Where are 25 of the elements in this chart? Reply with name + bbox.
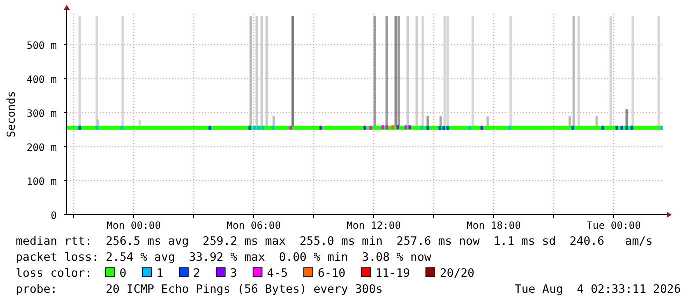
- y-tick-label: 300 m: [26, 108, 57, 120]
- legend-label: 0: [120, 266, 127, 280]
- x-tick-label: Mon 00:00: [106, 221, 162, 232]
- legend-title: loss color:: [16, 266, 92, 280]
- legend-label: 2: [194, 266, 200, 280]
- text: median rtt: 256.5 ms avg 259.2 ms max 255.0 ms min 257.6 ms now 1.1 ms sd 240.6 am/s: [16, 234, 653, 248]
- legend-label: 4-5: [267, 266, 288, 280]
- y-tick-label: 200 m: [26, 142, 57, 154]
- y-tick-label: 400 m: [26, 74, 57, 86]
- x-tick-label: Mon 12:00: [346, 221, 402, 232]
- text: packet loss: 2.54 % avg 33.92 % max 0.00 % min 3.08 % now: [16, 250, 432, 264]
- text: probe: 20 ICMP Echo Pings (56 Bytes) every 300s: [16, 282, 383, 296]
- y-axis-title: Seconds: [5, 91, 18, 138]
- x-tick-label: Tue 00:00: [586, 221, 642, 232]
- legend-label: 11-19: [376, 266, 410, 280]
- y-tick-label: 500 m: [26, 40, 57, 52]
- x-tick-label: Mon 06:00: [226, 221, 282, 232]
- text: Tue Aug 4 02:33:11 2026: [514, 282, 682, 296]
- y-tick-label: 0: [50, 211, 57, 222]
- legend-label: 3: [230, 266, 238, 280]
- legend-label: 6-10: [318, 266, 346, 280]
- legend-label: 20/20: [440, 266, 475, 280]
- x-tick-label: Mon 18:00: [466, 221, 522, 232]
- legend-label: 1: [156, 266, 164, 280]
- y-tick-label: 100 m: [26, 176, 57, 188]
